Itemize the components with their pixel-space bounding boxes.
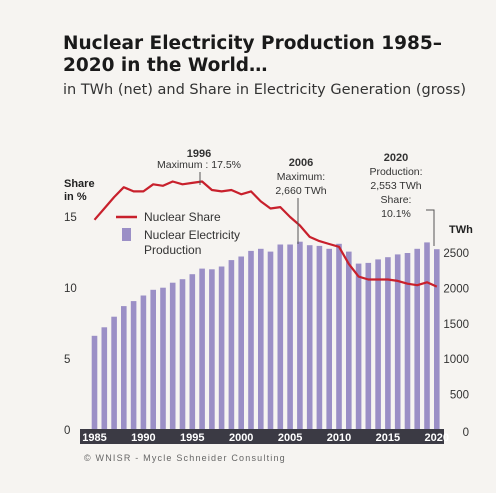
bar-1993 bbox=[169, 282, 176, 430]
left-axis-label-line2: in % bbox=[64, 191, 87, 203]
right-tick-1500: 1500 bbox=[443, 319, 469, 331]
bar-2009 bbox=[326, 248, 332, 430]
copyright: © WNISR - Mycle Schneider Consulting bbox=[84, 453, 286, 463]
annotation-2020-value: 2,553 TWh bbox=[370, 180, 421, 192]
left-tick-15: 15 bbox=[64, 212, 77, 224]
bar-1995 bbox=[189, 274, 196, 430]
line-series-nuclear-share bbox=[93, 180, 438, 288]
bar-2015 bbox=[385, 257, 391, 430]
annotation-2006-value: 2,660 TWh bbox=[275, 185, 326, 197]
x-tick-1990: 1990 bbox=[131, 432, 155, 444]
x-axis-ticks: 1985 1990 1995 2000 2005 2010 2015 2020 bbox=[82, 432, 449, 444]
bar-series-production bbox=[91, 241, 440, 430]
right-tick-2500: 2500 bbox=[443, 248, 469, 260]
bar-2017 bbox=[404, 253, 411, 430]
bar-2005 bbox=[287, 244, 293, 430]
bar-1994 bbox=[179, 279, 186, 430]
right-tick-0: 0 bbox=[463, 427, 469, 439]
chart-subtitle: in TWh (net) and Share in Electricity Ge… bbox=[63, 82, 466, 98]
bar-2018 bbox=[414, 248, 420, 430]
bar-1988 bbox=[121, 306, 127, 430]
bar-2004 bbox=[277, 244, 284, 430]
bar-1989 bbox=[130, 301, 137, 430]
legend-bar-swatch bbox=[122, 228, 131, 241]
right-tick-1000: 1000 bbox=[443, 354, 469, 366]
right-tick-500: 500 bbox=[450, 390, 469, 402]
annotation-2006: 2006 Maximum: 2,660 TWh bbox=[275, 157, 327, 244]
left-axis-label-line1: Share bbox=[64, 178, 95, 190]
bar-1985 bbox=[91, 335, 98, 430]
right-axis-ticks: 0 500 1000 1500 2000 2500 bbox=[443, 248, 469, 439]
annotation-1996-detail: Maximum : 17.5% bbox=[157, 159, 241, 171]
bar-2006 bbox=[297, 241, 303, 430]
bar-1990 bbox=[140, 295, 147, 430]
legend-line-label: Nuclear Share bbox=[144, 210, 221, 224]
bar-2001 bbox=[248, 250, 254, 430]
bar-2014 bbox=[375, 259, 381, 430]
chart-title: Nuclear Electricity Production 1985–2020… bbox=[63, 33, 443, 76]
legend: Nuclear Share Nuclear Electricity Produc… bbox=[116, 210, 243, 257]
bar-2003 bbox=[267, 251, 274, 430]
bar-2007 bbox=[306, 245, 313, 430]
bar-2016 bbox=[394, 254, 401, 430]
annotation-2006-year: 2006 bbox=[289, 157, 313, 169]
x-tick-1985: 1985 bbox=[82, 432, 106, 444]
x-tick-2000: 2000 bbox=[229, 432, 253, 444]
annotation-2020-detail: Production: bbox=[369, 166, 422, 178]
annotation-2020-extra-value: 10.1% bbox=[381, 208, 411, 220]
left-tick-0: 0 bbox=[64, 425, 70, 437]
legend-bar-label: Nuclear Electricity Production bbox=[144, 228, 243, 257]
x-tick-2020: 2020 bbox=[425, 432, 449, 444]
bar-2002 bbox=[258, 248, 264, 430]
bar-1987 bbox=[111, 316, 117, 430]
annotation-2020-leader bbox=[426, 209, 435, 246]
x-tick-1995: 1995 bbox=[180, 432, 204, 444]
left-tick-5: 5 bbox=[64, 354, 70, 366]
bar-1992 bbox=[160, 287, 166, 430]
bar-2000 bbox=[238, 256, 244, 430]
legend-bar-label-line1: Nuclear Electricity bbox=[144, 228, 240, 242]
left-axis-ticks: 0 5 10 15 bbox=[64, 212, 77, 437]
bar-2010 bbox=[336, 243, 342, 430]
bar-1991 bbox=[150, 289, 156, 430]
annotation-2020-extra: Share: bbox=[381, 194, 412, 206]
x-tick-2010: 2010 bbox=[327, 432, 351, 444]
bar-1997 bbox=[209, 269, 215, 430]
right-tick-2000: 2000 bbox=[443, 283, 469, 295]
bar-1999 bbox=[228, 260, 235, 430]
annotation-1996-year: 1996 bbox=[187, 148, 211, 160]
annotation-1996: 1996 Maximum : 17.5% bbox=[157, 148, 241, 185]
bar-2019 bbox=[424, 242, 430, 430]
right-axis-label: TWh bbox=[449, 224, 473, 236]
legend-bar-label-line2: Production bbox=[144, 243, 201, 257]
bar-2013 bbox=[365, 262, 372, 430]
bar-2020 bbox=[434, 249, 440, 430]
bar-1998 bbox=[218, 266, 225, 430]
annotation-2020-year: 2020 bbox=[384, 152, 408, 164]
bar-2008 bbox=[316, 245, 323, 430]
x-axis-band bbox=[80, 429, 444, 444]
annotation-2006-detail: Maximum: bbox=[277, 171, 325, 183]
bar-2012 bbox=[355, 263, 362, 430]
bar-1986 bbox=[101, 327, 108, 430]
x-tick-2015: 2015 bbox=[376, 432, 400, 444]
bar-1996 bbox=[199, 268, 205, 430]
left-tick-10: 10 bbox=[64, 283, 77, 295]
left-axis-label: Share in % bbox=[64, 178, 98, 203]
x-tick-2005: 2005 bbox=[278, 432, 302, 444]
bar-2011 bbox=[346, 251, 352, 430]
annotation-2020: 2020 Production: 2,553 TWh Share: 10.1% bbox=[369, 152, 435, 246]
